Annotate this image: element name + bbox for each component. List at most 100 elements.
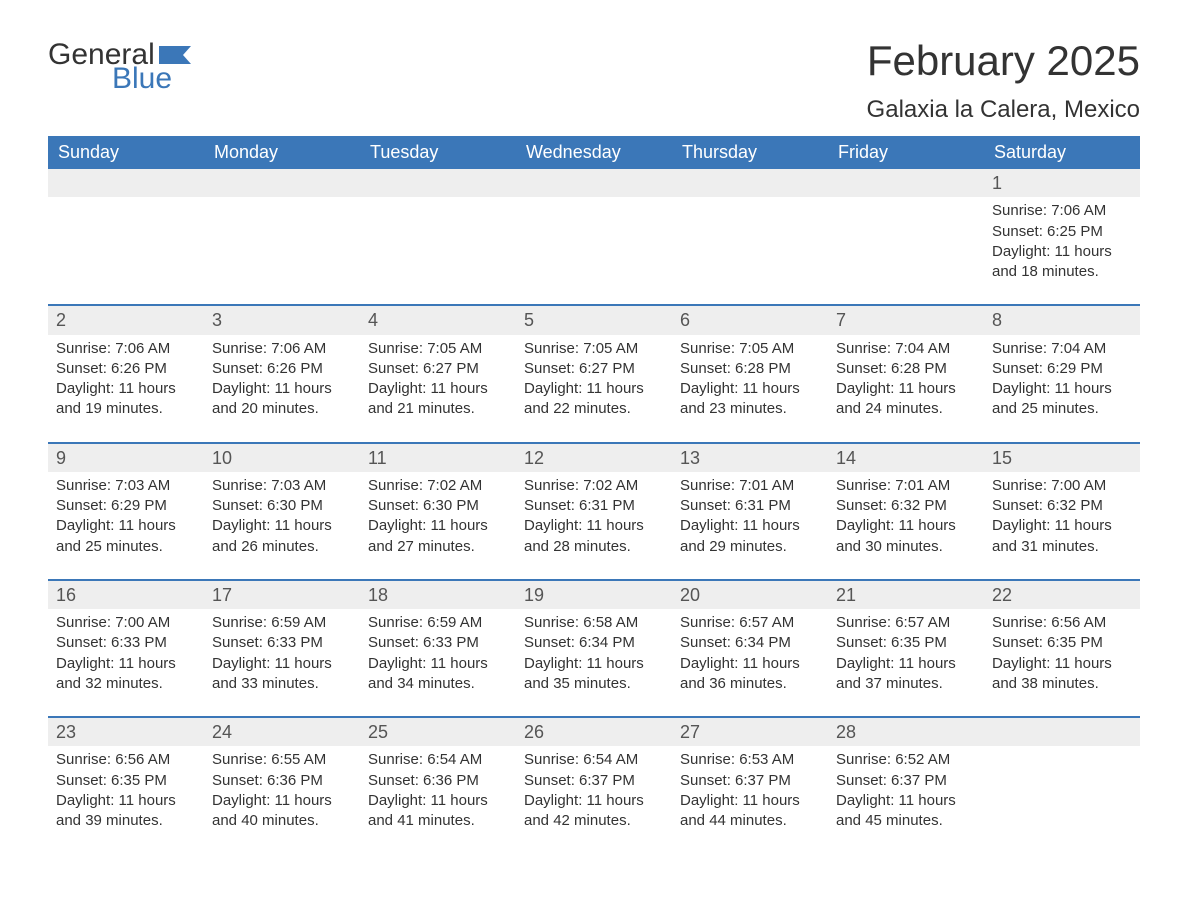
daylight-line: Daylight: 11 hours and 19 minutes. [56, 379, 196, 420]
sunset-line: Sunset: 6:37 PM [680, 771, 820, 791]
day-number: 27 [672, 718, 828, 746]
sunset-line: Sunset: 6:29 PM [56, 496, 196, 516]
day-header: Thursday [672, 136, 828, 169]
daylight-line: Daylight: 11 hours and 33 minutes. [212, 654, 352, 695]
daylight-line: Daylight: 11 hours and 38 minutes. [992, 654, 1132, 695]
sunset-line: Sunset: 6:34 PM [524, 633, 664, 653]
calendar-cell: 15Sunrise: 7:00 AMSunset: 6:32 PMDayligh… [984, 443, 1140, 580]
sunset-line: Sunset: 6:31 PM [680, 496, 820, 516]
calendar-cell: 7Sunrise: 7:04 AMSunset: 6:28 PMDaylight… [828, 305, 984, 442]
sunrise-line: Sunrise: 7:00 AM [56, 613, 196, 633]
day-number [828, 169, 984, 197]
day-number: 25 [360, 718, 516, 746]
day-number: 28 [828, 718, 984, 746]
sunrise-line: Sunrise: 6:57 AM [680, 613, 820, 633]
location: Galaxia la Calera, Mexico [867, 96, 1140, 124]
calendar-week: 23Sunrise: 6:56 AMSunset: 6:35 PMDayligh… [48, 717, 1140, 853]
day-number: 13 [672, 444, 828, 472]
calendar-cell: 22Sunrise: 6:56 AMSunset: 6:35 PMDayligh… [984, 580, 1140, 717]
calendar-cell: 26Sunrise: 6:54 AMSunset: 6:37 PMDayligh… [516, 717, 672, 853]
calendar-cell: 1Sunrise: 7:06 AMSunset: 6:25 PMDaylight… [984, 169, 1140, 305]
day-number: 26 [516, 718, 672, 746]
calendar-week: 1Sunrise: 7:06 AMSunset: 6:25 PMDaylight… [48, 169, 1140, 305]
day-number: 11 [360, 444, 516, 472]
sunset-line: Sunset: 6:30 PM [212, 496, 352, 516]
sunset-line: Sunset: 6:37 PM [524, 771, 664, 791]
sunrise-line: Sunrise: 6:59 AM [212, 613, 352, 633]
sunset-line: Sunset: 6:32 PM [992, 496, 1132, 516]
calendar-cell [360, 169, 516, 305]
sunset-line: Sunset: 6:26 PM [212, 359, 352, 379]
calendar-cell: 19Sunrise: 6:58 AMSunset: 6:34 PMDayligh… [516, 580, 672, 717]
day-header-row: SundayMondayTuesdayWednesdayThursdayFrid… [48, 136, 1140, 169]
sunset-line: Sunset: 6:29 PM [992, 359, 1132, 379]
sunrise-line: Sunrise: 7:06 AM [56, 339, 196, 359]
day-number: 24 [204, 718, 360, 746]
sunset-line: Sunset: 6:36 PM [368, 771, 508, 791]
day-number: 4 [360, 306, 516, 334]
sunset-line: Sunset: 6:25 PM [992, 222, 1132, 242]
calendar-cell: 5Sunrise: 7:05 AMSunset: 6:27 PMDaylight… [516, 305, 672, 442]
sunrise-line: Sunrise: 7:03 AM [56, 476, 196, 496]
day-number: 8 [984, 306, 1140, 334]
sunrise-line: Sunrise: 6:54 AM [524, 750, 664, 770]
day-number: 3 [204, 306, 360, 334]
calendar-cell [984, 717, 1140, 853]
title-block: February 2025 Galaxia la Calera, Mexico [867, 40, 1140, 124]
day-number: 14 [828, 444, 984, 472]
sunset-line: Sunset: 6:33 PM [212, 633, 352, 653]
daylight-line: Daylight: 11 hours and 44 minutes. [680, 791, 820, 832]
day-header: Wednesday [516, 136, 672, 169]
calendar-body: 1Sunrise: 7:06 AMSunset: 6:25 PMDaylight… [48, 169, 1140, 853]
day-number: 23 [48, 718, 204, 746]
daylight-line: Daylight: 11 hours and 27 minutes. [368, 516, 508, 557]
calendar-cell: 10Sunrise: 7:03 AMSunset: 6:30 PMDayligh… [204, 443, 360, 580]
day-number: 21 [828, 581, 984, 609]
daylight-line: Daylight: 11 hours and 40 minutes. [212, 791, 352, 832]
calendar-cell: 13Sunrise: 7:01 AMSunset: 6:31 PMDayligh… [672, 443, 828, 580]
sunrise-line: Sunrise: 6:54 AM [368, 750, 508, 770]
daylight-line: Daylight: 11 hours and 28 minutes. [524, 516, 664, 557]
sunrise-line: Sunrise: 6:53 AM [680, 750, 820, 770]
day-number [204, 169, 360, 197]
sunrise-line: Sunrise: 7:02 AM [368, 476, 508, 496]
calendar-cell: 3 Sunrise: 7:06 AMSunset: 6:26 PMDaylight… [204, 305, 360, 442]
daylight-line: Daylight: 11 hours and 41 minutes. [368, 791, 508, 832]
day-header: Friday [828, 136, 984, 169]
day-number [48, 169, 204, 197]
sunset-line: Sunset: 6:35 PM [836, 633, 976, 653]
month-title: February 2025 [867, 40, 1140, 82]
sunrise-line: Sunrise: 7:04 AM [992, 339, 1132, 359]
sunset-line: Sunset: 6:28 PM [680, 359, 820, 379]
day-number: 1 [984, 169, 1140, 197]
sunrise-line: Sunrise: 7:06 AM [212, 339, 352, 359]
sunset-line: Sunset: 6:26 PM [56, 359, 196, 379]
calendar-cell [48, 169, 204, 305]
day-number [984, 718, 1140, 746]
sunrise-line: Sunrise: 7:05 AM [368, 339, 508, 359]
day-number: 20 [672, 581, 828, 609]
sunrise-line: Sunrise: 7:02 AM [524, 476, 664, 496]
day-number: 19 [516, 581, 672, 609]
sunrise-line: Sunrise: 7:06 AM [992, 201, 1132, 221]
daylight-line: Daylight: 11 hours and 20 minutes. [212, 379, 352, 420]
calendar-cell: 24Sunrise: 6:55 AMSunset: 6:36 PMDayligh… [204, 717, 360, 853]
day-number: 16 [48, 581, 204, 609]
day-header: Monday [204, 136, 360, 169]
daylight-line: Daylight: 11 hours and 25 minutes. [992, 379, 1132, 420]
day-number: 6 [672, 306, 828, 334]
sunrise-line: Sunrise: 7:00 AM [992, 476, 1132, 496]
sunset-line: Sunset: 6:35 PM [992, 633, 1132, 653]
day-number [516, 169, 672, 197]
calendar-cell: 28Sunrise: 6:52 AMSunset: 6:37 PMDayligh… [828, 717, 984, 853]
header: General Blue February 2025 Galaxia la Ca… [48, 40, 1140, 124]
day-number: 18 [360, 581, 516, 609]
day-number: 12 [516, 444, 672, 472]
sunset-line: Sunset: 6:27 PM [368, 359, 508, 379]
sunrise-line: Sunrise: 6:56 AM [56, 750, 196, 770]
daylight-line: Daylight: 11 hours and 35 minutes. [524, 654, 664, 695]
daylight-line: Daylight: 11 hours and 24 minutes. [836, 379, 976, 420]
sunrise-line: Sunrise: 7:01 AM [836, 476, 976, 496]
daylight-line: Daylight: 11 hours and 34 minutes. [368, 654, 508, 695]
calendar-cell: 18Sunrise: 6:59 AMSunset: 6:33 PMDayligh… [360, 580, 516, 717]
